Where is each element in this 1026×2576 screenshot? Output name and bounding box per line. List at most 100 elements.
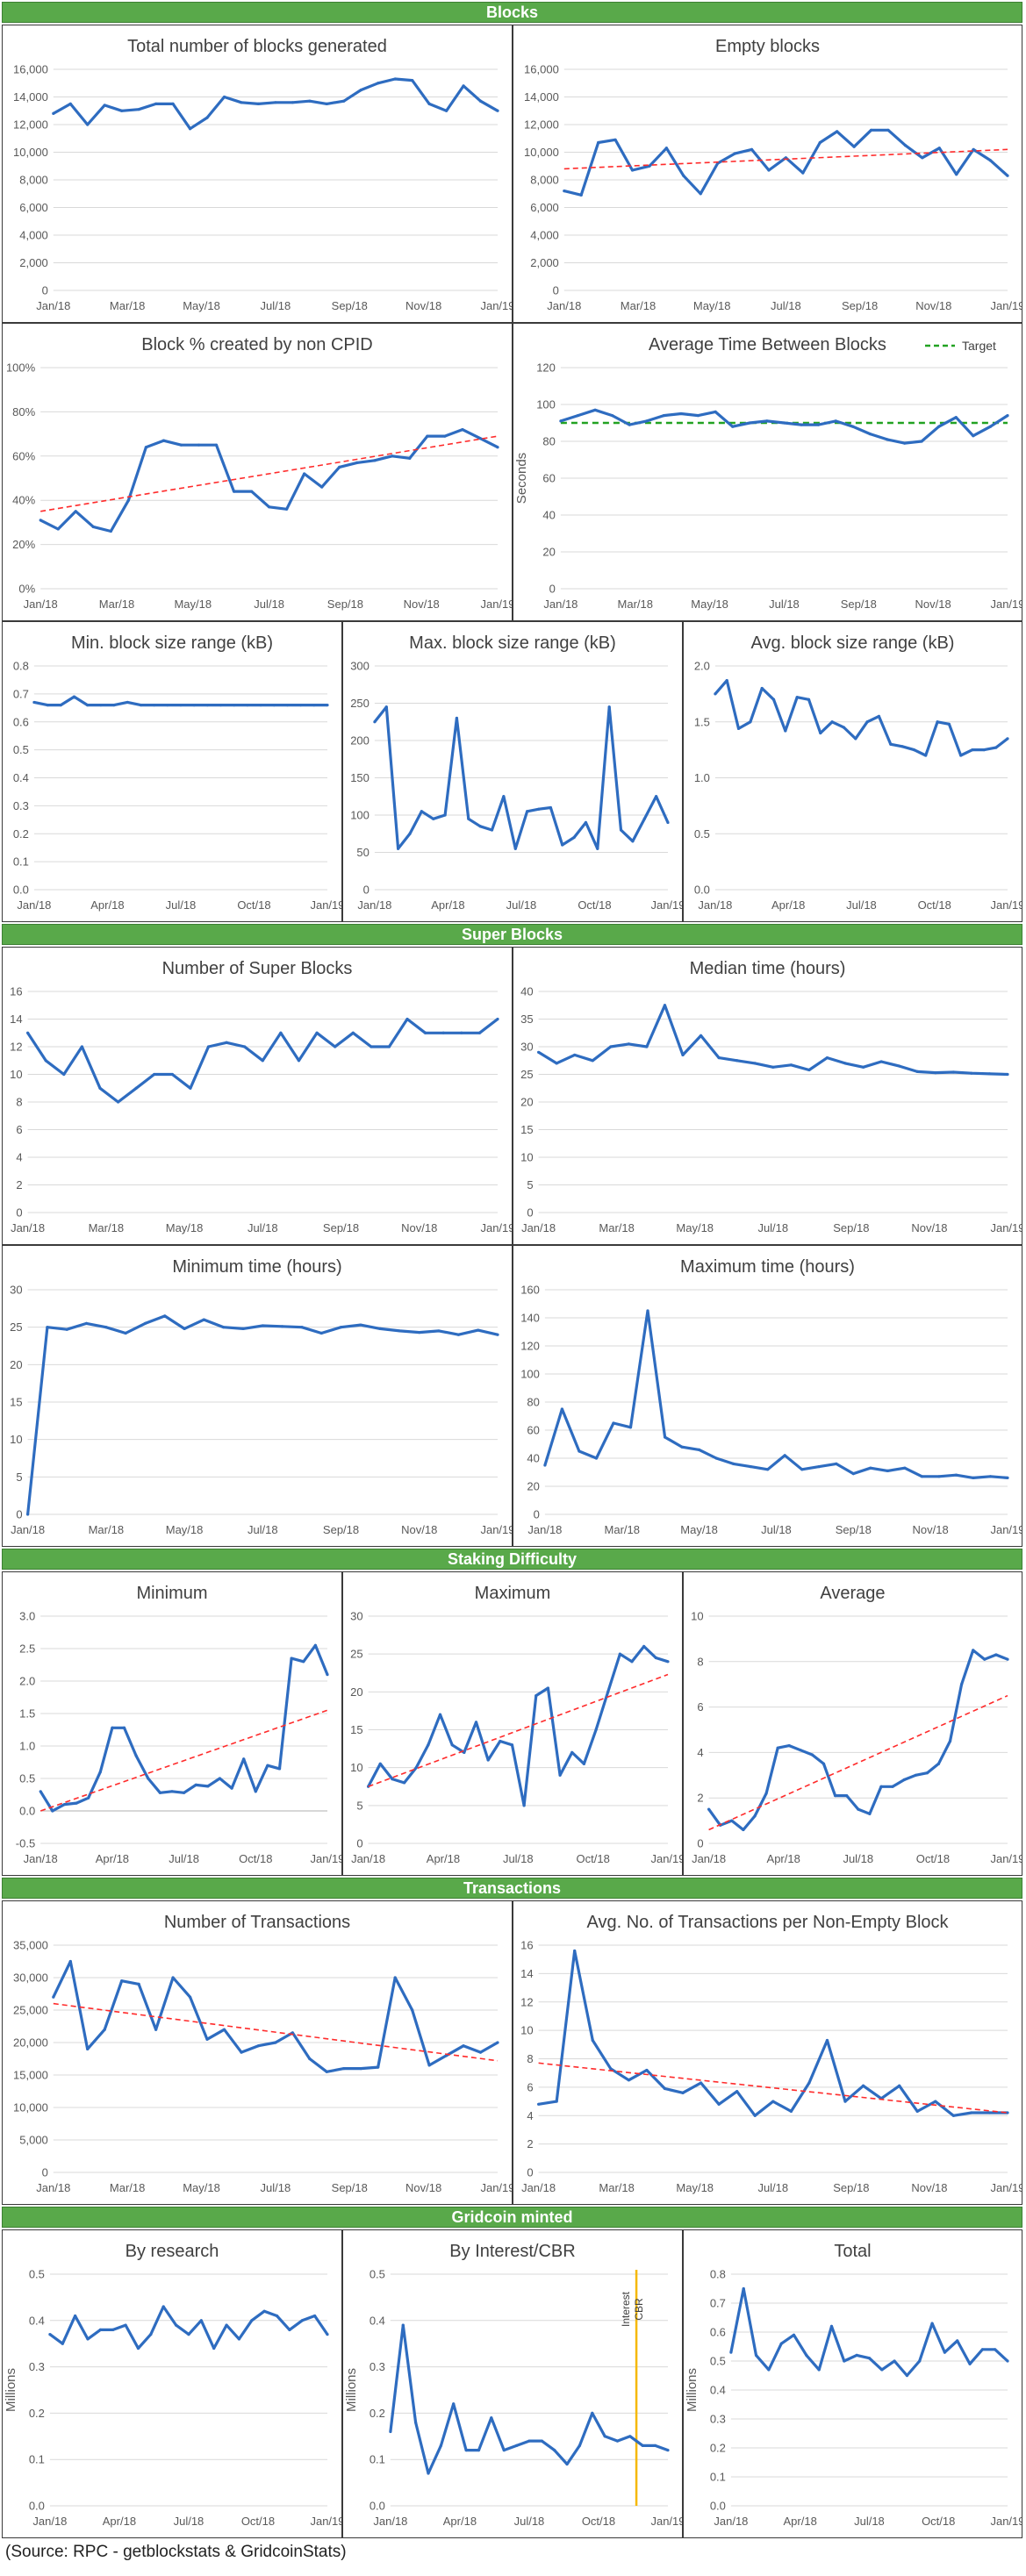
data-point <box>111 2328 115 2331</box>
y-tick-label: 0 <box>16 1206 22 1220</box>
data-point <box>570 1750 574 1754</box>
y-tick-label: 14,000 <box>13 90 48 104</box>
x-tick-label: Jan/18 <box>351 1852 385 1865</box>
data-point <box>120 1979 124 1983</box>
x-tick-label: Oct/18 <box>578 898 611 912</box>
y-tick-label: 25 <box>520 1068 533 1081</box>
chart-total-blocks: Total number of blocks generated 0 2,000 4,… <box>2 25 513 323</box>
data-point <box>807 2081 811 2085</box>
data-point <box>72 695 76 698</box>
data-point <box>462 84 465 88</box>
data-point <box>903 1466 907 1470</box>
data-point <box>393 77 397 81</box>
data-point <box>800 1468 804 1471</box>
data-point <box>325 2070 328 2073</box>
data-point <box>645 419 649 423</box>
data-point <box>776 1746 779 1750</box>
data-point <box>968 2362 972 2365</box>
data-point <box>439 2444 442 2447</box>
data-point <box>259 704 262 707</box>
data-point <box>206 1045 211 1048</box>
data-point <box>920 1475 923 1478</box>
data-point <box>62 1803 67 1807</box>
data-point <box>391 1778 394 1781</box>
data-point <box>843 2359 846 2363</box>
x-tick-label: Jan/18 <box>24 597 58 611</box>
data-point <box>865 720 869 724</box>
data-point <box>609 1045 613 1048</box>
y-tick-label: 10,000 <box>13 2101 48 2114</box>
data-point <box>947 722 951 726</box>
x-tick-label: Jan/18 <box>36 2181 70 2194</box>
series-line <box>39 428 499 533</box>
y-tick-label: 0.2 <box>710 2442 726 2455</box>
y-tick-label: 40 <box>527 1452 539 1465</box>
data-point <box>972 147 975 151</box>
y-tick-label: 150 <box>350 771 370 784</box>
x-tick-label: Jan/19 <box>480 1221 512 1234</box>
data-point <box>787 1744 791 1748</box>
x-tick-label: Jan/19 <box>990 2515 1022 2528</box>
section-header-blocks: Blocks <box>2 2 1022 23</box>
data-point <box>502 795 506 798</box>
y-tick-label: 60 <box>527 1424 539 1437</box>
x-tick-label: Oct/18 <box>239 1852 272 1865</box>
data-point <box>987 2111 992 2114</box>
x-tick-label: Mar/18 <box>618 597 653 611</box>
data-point <box>851 425 855 428</box>
x-tick-label: Jan/18 <box>521 1221 556 1234</box>
data-point <box>836 130 839 133</box>
data-point <box>192 704 196 707</box>
data-point <box>61 2342 64 2345</box>
data-point <box>463 1750 466 1754</box>
x-tick-label: Jan/19 <box>310 1852 341 1865</box>
data-point <box>994 1653 998 1657</box>
y-tick-label: 0.4 <box>370 2314 385 2327</box>
data-point <box>825 2038 829 2043</box>
x-tick-label: Jan/18 <box>357 898 391 912</box>
y-tick-label: 0 <box>16 1508 22 1521</box>
chart-svg: Empty blocks 0 2,000 4,000 6,000 8,000 10,000 1… <box>524 37 1022 312</box>
data-point <box>937 1475 941 1478</box>
y-tick-label: 0 <box>697 1837 703 1850</box>
y-tick-label: 5 <box>356 1799 362 1812</box>
data-point <box>313 1643 317 1647</box>
series-line <box>714 679 1008 757</box>
data-point <box>326 2333 329 2336</box>
y-tick-label: 12,000 <box>13 118 48 132</box>
data-point <box>561 843 564 847</box>
chart-title: Number of Transactions <box>164 1913 350 1932</box>
data-point <box>613 138 617 141</box>
x-tick-label: Jul/18 <box>169 1852 199 1865</box>
data-point <box>819 731 822 735</box>
data-point <box>75 1801 78 1805</box>
chart-svg: Avg. No. of Transactions per Non-Empty B… <box>520 1913 1022 2194</box>
y-axis-label: Millions <box>685 2368 700 2412</box>
data-point <box>879 1060 883 1063</box>
data-point <box>377 2065 380 2069</box>
x-tick-label: May/18 <box>174 597 212 611</box>
chart-title: Avg. block size range (kB) <box>751 633 955 653</box>
data-point <box>698 1448 701 1451</box>
data-point <box>852 145 856 148</box>
data-point <box>591 2038 594 2043</box>
data-point <box>615 2439 620 2443</box>
data-point <box>194 1783 197 1786</box>
data-point <box>628 423 631 426</box>
y-tick-label: 5 <box>527 1178 533 1191</box>
data-point <box>496 109 499 112</box>
data-point <box>925 1771 929 1775</box>
data-point <box>606 1690 610 1693</box>
x-tick-label: Jan/19 <box>650 2515 682 2528</box>
x-tick-label: Nov/18 <box>911 1221 947 1234</box>
data-point <box>666 2449 670 2452</box>
data-point <box>970 1071 973 1075</box>
data-point <box>648 164 651 168</box>
data-point <box>171 102 175 105</box>
y-tick-label: 20 <box>10 1358 22 1371</box>
y-tick-label: 6,000 <box>530 201 559 214</box>
data-point <box>134 1754 138 1757</box>
data-point <box>197 443 201 447</box>
data-point <box>540 2439 543 2443</box>
x-tick-label: Nov/18 <box>405 299 441 312</box>
